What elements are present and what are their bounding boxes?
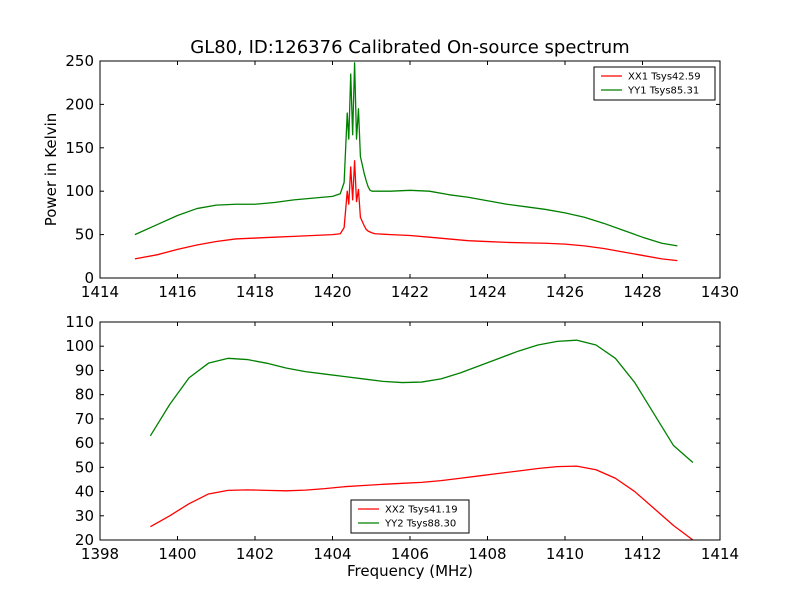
- bottom-panel: 1398 1400 1402 1404 1406 1408 1410 1412 1414 20 30…: [65, 313, 739, 580]
- series-line-1-0: [150, 465, 694, 541]
- x-tick-label: 1424: [468, 283, 506, 301]
- y-tick-label: 200: [65, 95, 94, 113]
- y-tick-label: 100: [65, 182, 94, 200]
- legend-label: XX2 Tsys41.19: [385, 505, 458, 516]
- x-tick-label: 1402: [236, 545, 274, 563]
- series-line-1-1: [149, 339, 694, 463]
- legend: XX2 Tsys41.19 YY2 Tsys88.30: [350, 499, 470, 534]
- y-tick-label: 80: [75, 386, 94, 404]
- x-tick-label: 1420: [313, 283, 351, 301]
- y-tick-label: 250: [65, 52, 94, 70]
- x-tick-label: 1428: [623, 283, 661, 301]
- y-tick-label: 150: [65, 139, 94, 157]
- top-panel: 1414 1416 1418 1420 1422 1424 1426 1428 1430 0 50 1…: [42, 52, 739, 301]
- legend: XX1 Tsys42.59 YY1 Tsys85.31: [593, 66, 716, 101]
- y-tick-label: 100: [65, 337, 94, 355]
- y-tick-label: 20: [75, 531, 94, 549]
- x-tick-label: 1400: [158, 545, 196, 563]
- y-tick-label: 0: [84, 269, 94, 287]
- legend-label: YY1 Tsys85.31: [627, 86, 699, 97]
- x-tick-label: 1410: [546, 545, 584, 563]
- x-tick-label: 1416: [158, 283, 196, 301]
- x-tick-label: 1414: [81, 283, 119, 301]
- x-tick-label: 1418: [236, 283, 274, 301]
- y-tick-label: 60: [75, 434, 94, 452]
- x-tick-label: 1426: [546, 283, 584, 301]
- y-tick-label: 50: [75, 458, 94, 476]
- x-tick-label: 1414: [701, 545, 739, 563]
- legend-box: [593, 66, 716, 101]
- legend-box: [350, 499, 470, 534]
- x-axis-label: Frequency (MHz): [347, 562, 473, 580]
- legend-label: YY2 Tsys88.30: [384, 519, 456, 530]
- y-tick-label: 90: [75, 361, 94, 379]
- x-tick-label: 1430: [701, 283, 739, 301]
- y-tick-label: 110: [65, 313, 94, 331]
- x-tick-label: 1408: [468, 545, 506, 563]
- y-tick-label: 70: [75, 410, 94, 428]
- y-axis-label: Power in Kelvin: [42, 113, 60, 227]
- x-tick-label: 1404: [313, 545, 351, 563]
- y-tick-label: 40: [75, 483, 94, 501]
- x-tick-label: 1422: [391, 283, 429, 301]
- y-tick-label: 30: [75, 507, 94, 525]
- series-line-0-0: [134, 160, 678, 262]
- series-line-0-1: [134, 62, 678, 247]
- x-tick-label: 1406: [391, 545, 429, 563]
- legend-label: XX1 Tsys42.59: [628, 72, 701, 83]
- y-tick-label: 50: [75, 226, 94, 244]
- x-tick-label: 1398: [81, 545, 119, 563]
- x-tick-label: 1412: [623, 545, 661, 563]
- figure-title: GL80, ID:126376 Calibrated On-source spe…: [190, 37, 629, 58]
